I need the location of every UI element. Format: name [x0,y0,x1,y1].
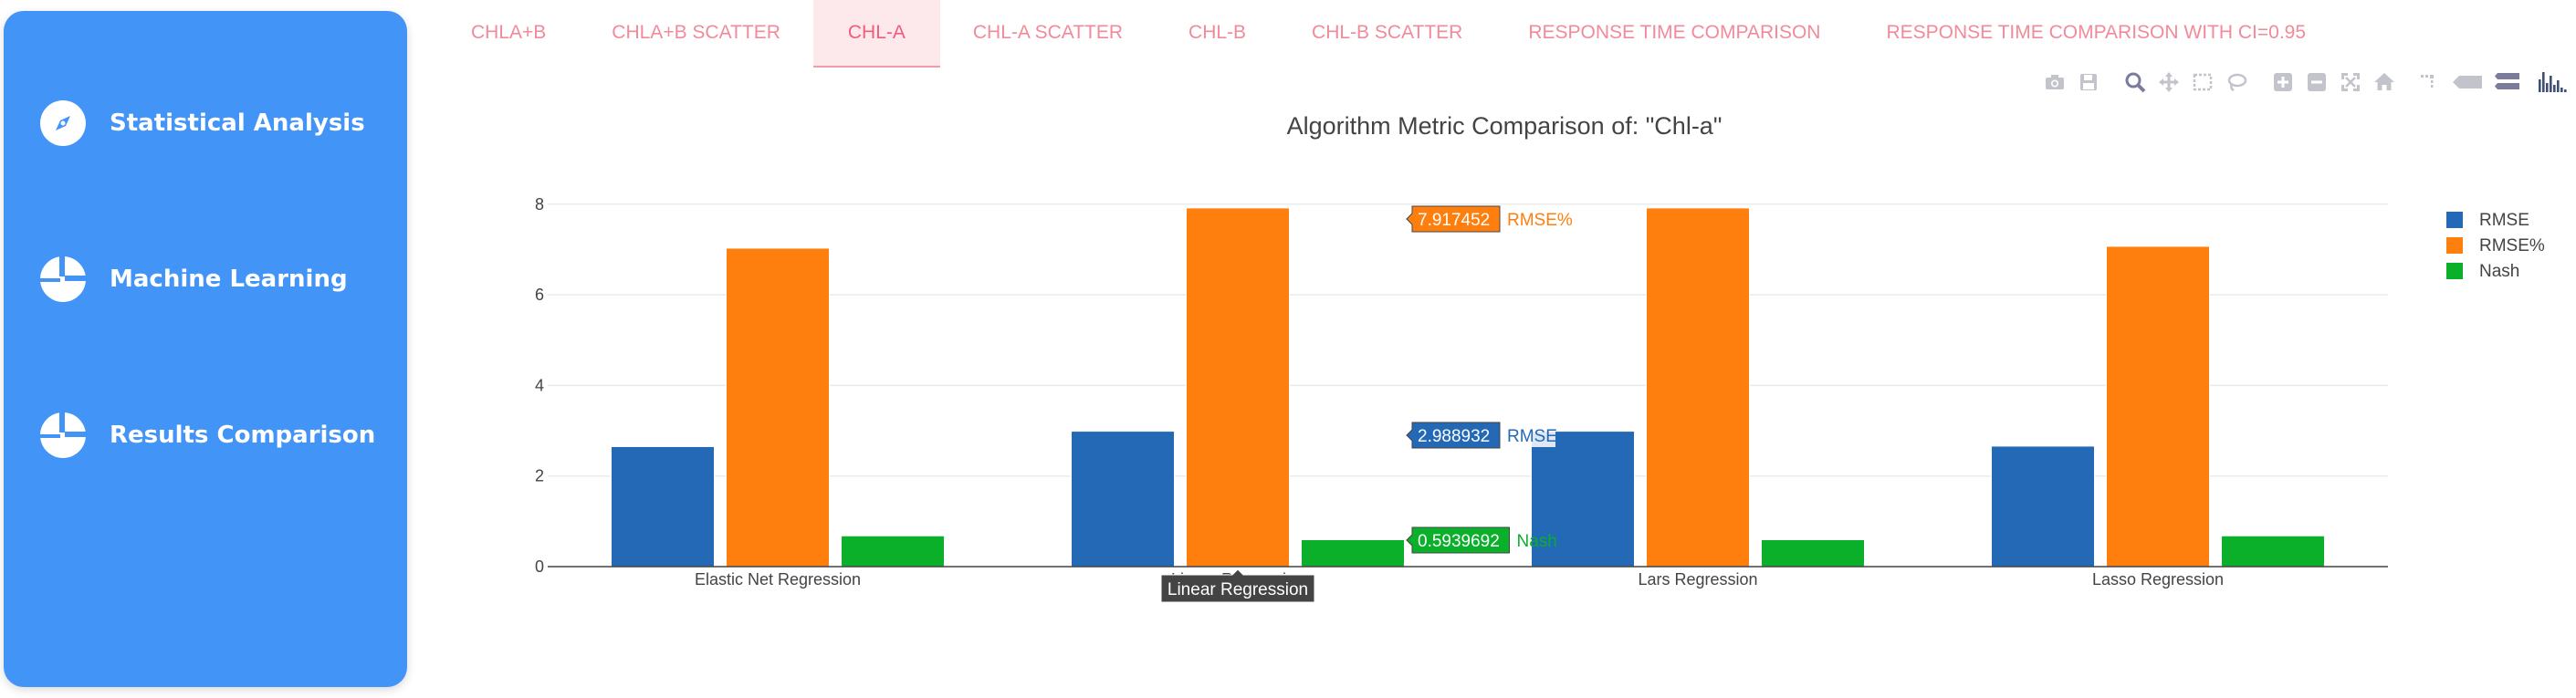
tab-label: CHL-B SCATTER [1312,22,1463,43]
hover-category-label: Linear Regression [1168,580,1308,599]
pie-chart-icon [40,412,86,458]
hover-label-name-bg [1501,423,1555,447]
save-icon[interactable] [2075,68,2102,96]
bar-rmse [1531,431,1635,568]
y-tick-label: 2 [535,467,544,485]
tab-response-time-comparison[interactable]: RESPONSE TIME COMPARISON [1495,0,1853,66]
y-tick-label: 6 [535,286,544,304]
hover-label-value: 0.5939692 [1418,532,1500,551]
x-tick-label: Lars Regression [1638,570,1757,589]
zoom-in-icon[interactable] [2269,68,2297,96]
nav-label: Results Comparison [110,422,376,449]
legend-entry: RMSE [2479,211,2529,230]
bar-rmse-pct [1186,207,1290,568]
bar-rmse-pct [2106,245,2210,568]
zoom-icon[interactable] [2121,68,2149,96]
y-tick-label: 4 [535,376,544,394]
legend-entry: RMSE% [2479,236,2545,255]
hover-category-box [1160,568,1315,603]
tab-chla-b[interactable]: CHLA+B [438,0,579,66]
reset-axes-icon[interactable] [2371,68,2398,96]
tab-chl-b[interactable]: CHL-B [1156,0,1279,66]
sidebar: Statistical Analysis Machine Learning Re… [4,11,407,687]
bar-rmse-pct [726,247,830,568]
tab-label: CHL-B [1189,22,1247,43]
nav-label: Statistical Analysis [110,109,365,137]
nav-results-comparison[interactable]: Results Comparison [40,408,375,463]
hover-label-value: 7.917452 [1418,211,1490,230]
hover-label-name: RMSE% [1507,211,1573,230]
bar-nash [1761,539,1865,568]
spike-lines-icon[interactable] [2415,68,2443,96]
hover-label-name: RMSE [1507,427,1557,446]
hover-label-box [1406,205,1501,233]
tab-chl-a[interactable]: CHL-A [812,0,940,68]
legend-entry: Nash [2479,262,2519,281]
nav-statistical-analysis[interactable]: Statistical Analysis [40,96,365,151]
tab-chl-b-scatter[interactable]: CHL-B SCATTER [1279,0,1495,66]
tab-chla-b-scatter[interactable]: CHLA+B SCATTER [579,0,813,66]
bar-rmse [1071,431,1175,568]
tab-chl-a-scatter[interactable]: CHL-A SCATTER [940,0,1156,66]
legend-swatch [2446,212,2463,228]
y-tick-label: 8 [535,195,544,214]
lasso-select-icon[interactable] [2223,68,2250,96]
bar-nash [2221,535,2325,568]
x-tick-label: Elastic Net Regression [695,570,861,589]
tab-label: CHLA+B SCATTER [612,22,780,43]
compass-icon [40,100,86,146]
tab-bar: CHLA+B CHLA+B SCATTER CHL-A CHL-A SCATTE… [438,0,2339,68]
bar-rmse-pct [1646,207,1750,568]
tab-label: CHLA+B [471,22,547,43]
tab-response-time-comparison-ci[interactable]: RESPONSE TIME COMPARISON WITH CI=0.95 [1853,0,2339,66]
y-tick-label: 0 [535,557,544,576]
hover-label-box [1406,422,1501,449]
autoscale-icon[interactable] [2337,68,2364,96]
chart-title: Algorithm Metric Comparison of: "Chl-a" [1287,112,1723,140]
x-tick-label: Lasso Regression [2092,570,2224,589]
plotly-logo-icon[interactable] [2535,68,2571,96]
hover-label-value: 2.988932 [1418,427,1490,446]
tab-label: RESPONSE TIME COMPARISON [1528,22,1821,43]
tab-label: CHL-A SCATTER [972,22,1124,43]
hover-compare-icon[interactable] [2492,68,2523,96]
tab-label: CHL-A [847,22,906,43]
pie-chart-icon [40,256,86,302]
nav-label: Machine Learning [110,266,348,293]
tab-label: RESPONSE TIME COMPARISON WITH CI=0.95 [1886,22,2307,43]
camera-icon[interactable] [2041,68,2068,96]
bar-rmse [611,445,715,568]
legend-swatch [2446,237,2463,254]
box-select-icon[interactable] [2189,68,2216,96]
pan-icon[interactable] [2155,68,2183,96]
hover-label-box [1406,526,1510,554]
bar-rmse [1991,445,2095,568]
legend-swatch [2446,263,2463,279]
bar-nash [841,535,945,568]
hover-label-name: Nash [1517,532,1557,551]
nav-machine-learning[interactable]: Machine Learning [40,252,348,307]
bar-nash [1301,539,1405,568]
chart-toolbar [2041,68,2576,97]
hover-closest-icon[interactable] [2449,68,2486,96]
zoom-out-icon[interactable] [2303,68,2330,96]
